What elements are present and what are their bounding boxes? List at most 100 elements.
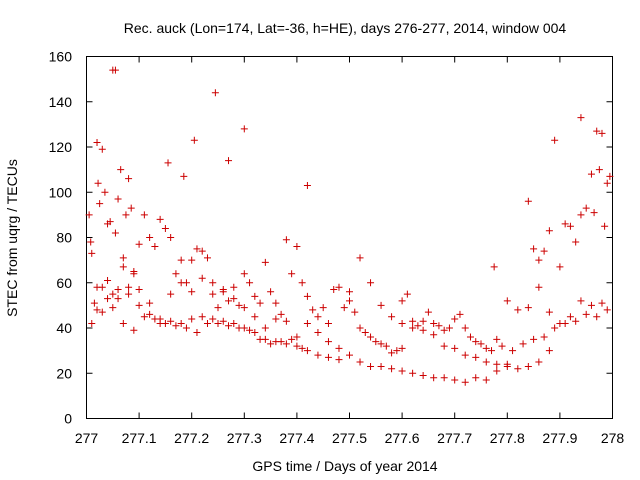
x-tick-label: 277.6 xyxy=(385,430,420,446)
data-point xyxy=(324,353,332,361)
data-point xyxy=(240,125,248,133)
data-point xyxy=(188,288,196,296)
data-point xyxy=(164,159,172,167)
data-point xyxy=(114,195,122,203)
data-point xyxy=(540,247,548,255)
data-point xyxy=(314,329,322,337)
data-point xyxy=(104,276,112,284)
y-tick-label: 40 xyxy=(56,320,72,336)
data-point xyxy=(572,238,580,246)
data-point xyxy=(561,220,569,228)
data-point xyxy=(119,254,127,262)
data-point xyxy=(219,288,227,296)
data-point xyxy=(587,170,595,178)
data-point xyxy=(545,347,553,355)
data-point xyxy=(393,347,401,355)
data-point xyxy=(419,372,427,380)
data-point xyxy=(230,319,238,327)
data-point xyxy=(367,333,375,341)
data-point xyxy=(140,313,148,321)
y-tick-label: 0 xyxy=(64,411,72,427)
y-tick-label: 80 xyxy=(56,230,72,246)
x-tick-label: 277.8 xyxy=(490,430,525,446)
data-point xyxy=(398,367,406,375)
data-point xyxy=(256,299,264,307)
data-point xyxy=(177,319,185,327)
data-point xyxy=(335,344,343,352)
data-point xyxy=(240,304,248,312)
data-point xyxy=(367,362,375,370)
data-point xyxy=(246,279,254,287)
data-point xyxy=(377,340,385,348)
data-point xyxy=(303,181,311,189)
data-point xyxy=(561,319,569,327)
y-tick-label: 20 xyxy=(56,365,72,381)
data-point xyxy=(477,340,485,348)
data-point xyxy=(482,376,490,384)
data-point xyxy=(461,378,469,386)
data-point xyxy=(356,358,364,366)
data-point xyxy=(288,270,296,278)
data-point xyxy=(172,322,180,330)
data-point xyxy=(566,222,574,230)
data-point xyxy=(340,304,348,312)
data-point xyxy=(214,319,222,327)
data-point xyxy=(587,301,595,309)
data-point xyxy=(209,279,217,287)
data-point xyxy=(88,249,96,257)
data-point xyxy=(409,369,417,377)
data-point xyxy=(346,297,353,305)
data-points xyxy=(85,66,614,386)
data-point xyxy=(94,179,102,187)
data-point xyxy=(225,322,233,330)
data-point xyxy=(551,324,559,332)
chart-title: Rec. auck (Lon=174, Lat=-36, h=HE), days… xyxy=(124,20,567,36)
data-point xyxy=(125,175,133,183)
data-point xyxy=(230,295,238,303)
data-point xyxy=(135,301,143,309)
data-point xyxy=(188,315,196,323)
x-axis-label: GPS time / Days of year 2014 xyxy=(252,458,437,474)
data-point xyxy=(577,211,585,219)
data-point xyxy=(261,324,269,332)
data-point xyxy=(388,365,396,373)
data-point xyxy=(601,222,609,230)
data-point xyxy=(398,319,406,327)
data-point xyxy=(456,310,464,318)
data-point xyxy=(272,315,280,323)
data-point xyxy=(514,365,522,373)
data-point xyxy=(524,362,532,370)
data-point xyxy=(545,227,553,235)
data-point xyxy=(598,129,606,137)
data-point xyxy=(146,310,154,318)
data-point xyxy=(435,322,443,330)
data-point xyxy=(251,292,259,300)
data-point xyxy=(398,297,406,305)
data-point xyxy=(151,243,159,251)
data-point xyxy=(214,304,222,312)
data-point xyxy=(156,215,164,223)
data-point xyxy=(451,376,459,384)
data-point xyxy=(119,263,127,271)
data-point xyxy=(409,324,417,332)
data-point xyxy=(177,279,185,287)
data-point xyxy=(209,290,217,298)
data-point xyxy=(190,136,198,144)
data-point xyxy=(246,326,254,334)
data-point xyxy=(493,360,501,368)
data-point xyxy=(498,342,506,350)
y-tick-label: 100 xyxy=(49,184,73,200)
data-point xyxy=(451,344,459,352)
data-point xyxy=(188,256,196,264)
data-point xyxy=(572,317,580,325)
data-point xyxy=(314,351,322,359)
data-point xyxy=(293,243,301,251)
data-point xyxy=(267,340,275,348)
data-point xyxy=(117,166,125,174)
x-axis: 277 277.1 277.2 277.3 277.4 277.5 277.6 277.7 27… xyxy=(75,56,624,446)
data-point xyxy=(98,308,106,316)
data-point xyxy=(351,308,359,316)
data-point xyxy=(261,335,269,343)
data-point xyxy=(490,263,498,271)
data-point xyxy=(445,324,453,332)
